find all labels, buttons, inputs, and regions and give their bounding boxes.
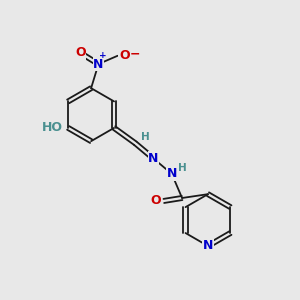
- Text: N: N: [203, 239, 213, 253]
- Text: O: O: [75, 46, 86, 59]
- Text: HO: HO: [42, 122, 63, 134]
- Text: O: O: [150, 194, 161, 207]
- Text: N: N: [167, 167, 177, 180]
- Text: H: H: [141, 132, 150, 142]
- Text: −: −: [130, 48, 140, 61]
- Text: N: N: [148, 152, 159, 165]
- Text: O: O: [119, 49, 130, 62]
- Text: H: H: [178, 163, 187, 173]
- Text: +: +: [99, 51, 106, 60]
- Text: N: N: [93, 58, 104, 70]
